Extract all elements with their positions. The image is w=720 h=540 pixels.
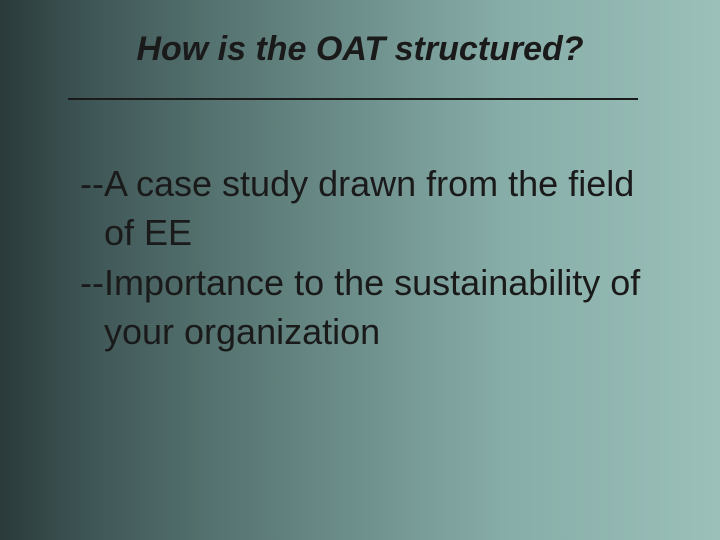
bullet-text: Importance to the sustainability of your… — [104, 259, 670, 356]
bullet-dash: -- — [80, 160, 104, 257]
bullet-dash: -- — [80, 259, 104, 356]
bullet-item: -- Importance to the sustainability of y… — [80, 259, 670, 356]
bullet-item: -- A case study drawn from the field of … — [80, 160, 670, 257]
bullet-text: A case study drawn from the field of EE — [104, 160, 670, 257]
slide-title: How is the OAT structured? — [0, 30, 720, 69]
slide-body: -- A case study drawn from the field of … — [80, 160, 670, 358]
title-underline — [68, 98, 638, 100]
slide: How is the OAT structured? -- A case stu… — [0, 0, 720, 540]
